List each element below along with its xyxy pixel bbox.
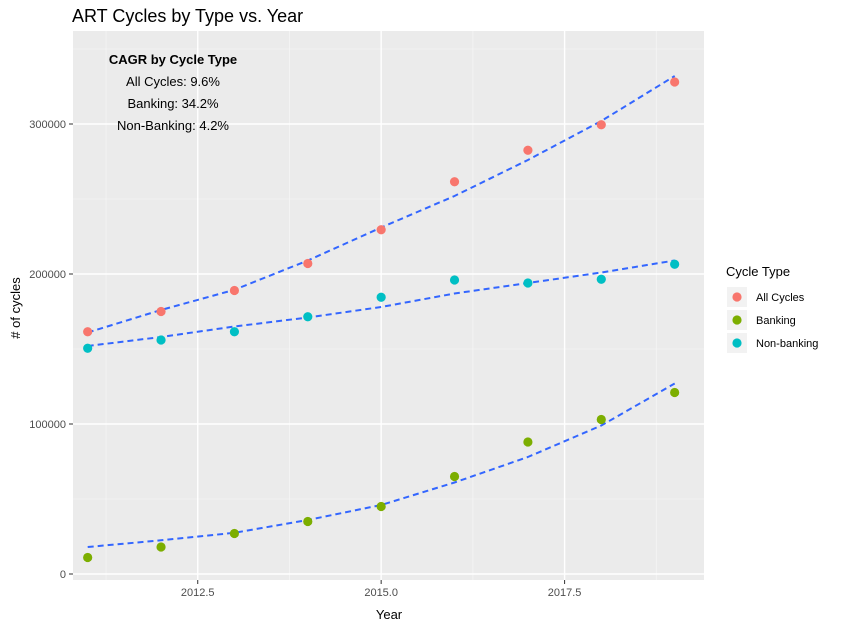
x-tick-label: 2012.5 bbox=[181, 587, 215, 599]
point-all-cycles bbox=[156, 306, 166, 317]
x-tick-label: 2015.0 bbox=[364, 587, 398, 599]
point-non-banking bbox=[376, 292, 386, 302]
point-banking bbox=[156, 542, 166, 552]
y-axis-title: # of cycles bbox=[8, 277, 23, 339]
point-non-banking bbox=[303, 312, 313, 322]
point-non-banking bbox=[523, 278, 533, 288]
point-non-banking bbox=[670, 259, 680, 269]
legend-label: Banking bbox=[756, 315, 796, 327]
point-all-cycles bbox=[449, 177, 460, 187]
point-non-banking bbox=[229, 327, 240, 337]
chart-title: ART Cycles by Type vs. Year bbox=[72, 6, 303, 26]
point-all-cycles bbox=[523, 145, 533, 155]
point-banking bbox=[449, 471, 460, 482]
legend-key-banking bbox=[732, 315, 742, 325]
point-banking bbox=[670, 387, 680, 398]
point-all-cycles bbox=[596, 120, 606, 130]
point-banking bbox=[376, 501, 386, 512]
point-all-cycles bbox=[376, 225, 386, 235]
y-tick-label: 0 bbox=[60, 569, 66, 581]
cagr-annotation: CAGR by Cycle Type All Cycles: 9.6% Bank… bbox=[109, 52, 237, 133]
annotation-line-all-cycles: All Cycles: 9.6% bbox=[126, 74, 220, 89]
point-non-banking bbox=[156, 335, 166, 345]
point-banking bbox=[523, 437, 533, 447]
point-non-banking bbox=[449, 275, 460, 285]
legend: Cycle Type All Cycles Banking Non-banking bbox=[726, 264, 818, 353]
point-banking bbox=[303, 516, 313, 527]
point-all-cycles bbox=[303, 258, 313, 269]
point-non-banking bbox=[83, 343, 93, 353]
axis-ticks: 2012.5 2015.0 2017.5 0 100000 200000 300000 bbox=[29, 119, 581, 599]
legend-title: Cycle Type bbox=[726, 264, 790, 279]
legend-label: All Cycles bbox=[756, 292, 805, 304]
trend-line-banking bbox=[87, 382, 676, 548]
annotation-title: CAGR by Cycle Type bbox=[109, 52, 237, 67]
point-all-cycles bbox=[83, 327, 93, 337]
legend-label: Non-banking bbox=[756, 338, 818, 350]
point-all-cycles bbox=[229, 285, 240, 296]
legend-key-all-cycles bbox=[732, 292, 742, 302]
y-tick-label: 100000 bbox=[29, 419, 66, 431]
point-banking bbox=[596, 414, 606, 425]
legend-key-non-banking bbox=[732, 338, 742, 348]
point-banking bbox=[229, 528, 240, 539]
trend-line-non-banking bbox=[87, 259, 675, 347]
data-points bbox=[83, 77, 680, 563]
grid-major bbox=[73, 31, 704, 580]
point-non-banking bbox=[596, 274, 606, 284]
y-tick-label: 200000 bbox=[29, 269, 66, 281]
annotation-line-non-banking: Non-Banking: 4.2% bbox=[117, 118, 229, 133]
annotation-line-banking: Banking: 34.2% bbox=[127, 96, 219, 111]
x-axis-title: Year bbox=[376, 607, 403, 622]
y-tick-label: 300000 bbox=[29, 119, 66, 131]
point-banking bbox=[83, 552, 93, 563]
point-all-cycles bbox=[670, 77, 680, 87]
grid-minor bbox=[73, 31, 704, 580]
x-tick-label: 2017.5 bbox=[548, 587, 582, 599]
